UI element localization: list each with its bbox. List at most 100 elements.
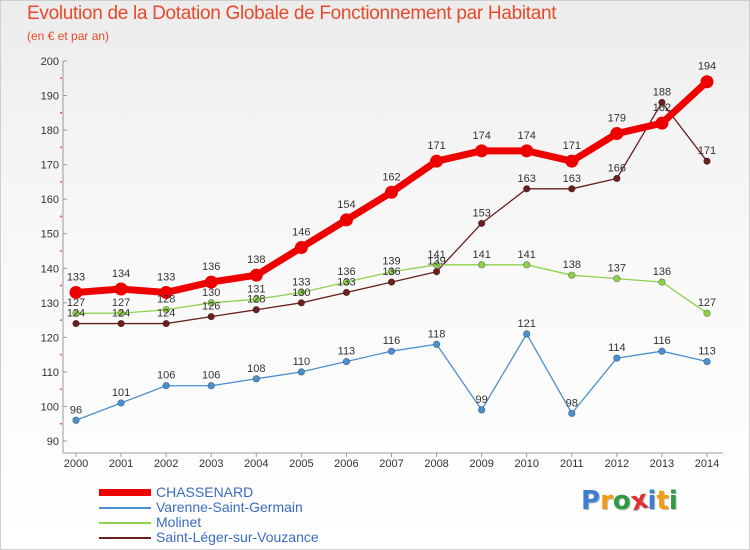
y-tick-label: 90 (47, 436, 59, 448)
data-point-chassenard (159, 285, 173, 299)
data-point-saint-leger-sur-vouzance (613, 174, 621, 183)
legend-label: Molinet (156, 514, 202, 530)
data-label-saint-leger-sur-vouzance: 139 (427, 256, 445, 268)
data-label-saint-leger-sur-vouzance: 153 (472, 207, 490, 219)
legend-label: Saint-Léger-sur-Vouzance (156, 529, 319, 545)
data-point-molinet (342, 278, 351, 286)
data-label-varenne-saint-germain: 106 (157, 370, 175, 382)
data-point-varenne-saint-germain (387, 347, 396, 355)
data-label-saint-leger-sur-vouzance: 126 (202, 301, 220, 313)
data-point-varenne-saint-germain (117, 399, 125, 407)
chart-subtitle: (en € et par an) (27, 29, 110, 43)
data-label-saint-leger-sur-vouzance: 188 (653, 86, 671, 98)
data-label-varenne-saint-germain: 106 (202, 370, 220, 382)
data-label-saint-leger-sur-vouzance: 166 (608, 162, 626, 174)
data-point-chassenard (475, 144, 489, 158)
legend-swatch (99, 507, 151, 509)
y-tick-label: 150 (41, 229, 59, 241)
legend-swatch (99, 522, 151, 524)
y-minor-tick (60, 77, 62, 80)
y-tick-label: 190 (41, 91, 59, 103)
y-minor-tick (60, 215, 62, 218)
y-minor-tick (60, 146, 62, 149)
data-point-molinet (432, 261, 441, 269)
data-point-chassenard (520, 144, 534, 158)
data-label-molinet: 136 (337, 266, 355, 278)
y-minor-tick (60, 284, 62, 287)
y-tick-label: 140 (41, 263, 59, 275)
data-label-chassenard: 162 (382, 171, 400, 183)
data-label-varenne-saint-germain: 114 (608, 342, 626, 354)
data-label-chassenard: 174 (518, 130, 536, 142)
data-label-chassenard: 134 (112, 268, 130, 280)
data-point-saint-leger-sur-vouzance (432, 268, 441, 276)
x-tick-label: 2008 (424, 458, 448, 470)
y-minor-tick (60, 181, 62, 183)
data-point-molinet (568, 271, 576, 279)
data-label-varenne-saint-germain: 118 (428, 328, 446, 340)
data-point-chassenard (294, 241, 308, 255)
data-point-molinet (162, 306, 170, 314)
y-tick-label: 130 (41, 298, 59, 310)
data-point-chassenard (249, 268, 263, 282)
data-point-chassenard (385, 185, 398, 199)
data-point-varenne-saint-germain (252, 375, 260, 383)
data-point-saint-leger-sur-vouzance (162, 319, 170, 328)
data-point-varenne-saint-germain (658, 347, 666, 355)
data-point-saint-leger-sur-vouzance (523, 185, 531, 193)
data-label-varenne-saint-germain: 99 (476, 394, 488, 406)
x-tick-label: 2014 (695, 458, 719, 470)
data-point-molinet (72, 309, 80, 317)
data-point-varenne-saint-germain (162, 382, 170, 390)
x-tick-label: 2012 (605, 458, 629, 470)
data-point-saint-leger-sur-vouzance (207, 313, 215, 321)
x-tick-label: 2001 (109, 458, 133, 470)
data-point-varenne-saint-germain (72, 416, 80, 424)
y-tick-label: 110 (41, 367, 59, 379)
legend-label: Varenne-Saint-Germain (156, 499, 303, 515)
data-label-molinet: 137 (608, 263, 626, 275)
data-point-molinet (613, 275, 621, 283)
data-label-saint-leger-sur-vouzance: 130 (292, 287, 310, 299)
data-label-saint-leger-sur-vouzance: 124 (67, 308, 85, 320)
data-label-chassenard: 154 (337, 199, 355, 211)
data-label-chassenard: 133 (67, 271, 85, 283)
y-tick-label: 200 (41, 56, 59, 68)
data-point-chassenard (204, 275, 218, 289)
data-label-chassenard: 194 (698, 61, 716, 73)
data-label-molinet: 141 (427, 249, 445, 261)
data-label-varenne-saint-germain: 113 (698, 346, 716, 358)
data-point-saint-leger-sur-vouzance (658, 98, 666, 107)
y-tick-label: 120 (41, 332, 59, 344)
data-point-saint-leger-sur-vouzance (478, 219, 486, 227)
y-tick-label: 160 (41, 194, 59, 206)
data-point-molinet (658, 278, 666, 286)
y-minor-tick (60, 319, 62, 321)
data-label-varenne-saint-germain: 116 (653, 335, 671, 347)
data-point-chassenard (430, 154, 444, 168)
data-label-molinet: 127 (67, 297, 85, 309)
data-point-molinet (523, 261, 531, 269)
data-label-chassenard: 138 (247, 254, 265, 266)
data-point-molinet (117, 309, 125, 317)
data-point-chassenard (700, 75, 714, 89)
data-label-saint-leger-sur-vouzance: 163 (518, 173, 536, 185)
data-point-molinet (387, 268, 396, 276)
data-label-molinet: 133 (292, 276, 310, 288)
data-label-molinet: 127 (112, 297, 130, 309)
data-point-varenne-saint-germain (568, 409, 576, 417)
x-tick-label: 2006 (334, 458, 358, 470)
data-label-chassenard: 136 (202, 261, 220, 273)
y-minor-tick (60, 353, 62, 356)
data-point-saint-leger-sur-vouzance (117, 319, 125, 328)
data-point-varenne-saint-germain (613, 354, 621, 362)
data-label-saint-leger-sur-vouzance: 136 (382, 266, 400, 278)
x-tick-label: 2010 (514, 458, 538, 470)
data-point-saint-leger-sur-vouzance (297, 299, 305, 307)
data-label-saint-leger-sur-vouzance: 163 (563, 173, 581, 185)
data-label-varenne-saint-germain: 98 (566, 397, 578, 409)
data-label-saint-leger-sur-vouzance: 124 (157, 308, 175, 320)
data-label-varenne-saint-germain: 113 (338, 346, 356, 358)
